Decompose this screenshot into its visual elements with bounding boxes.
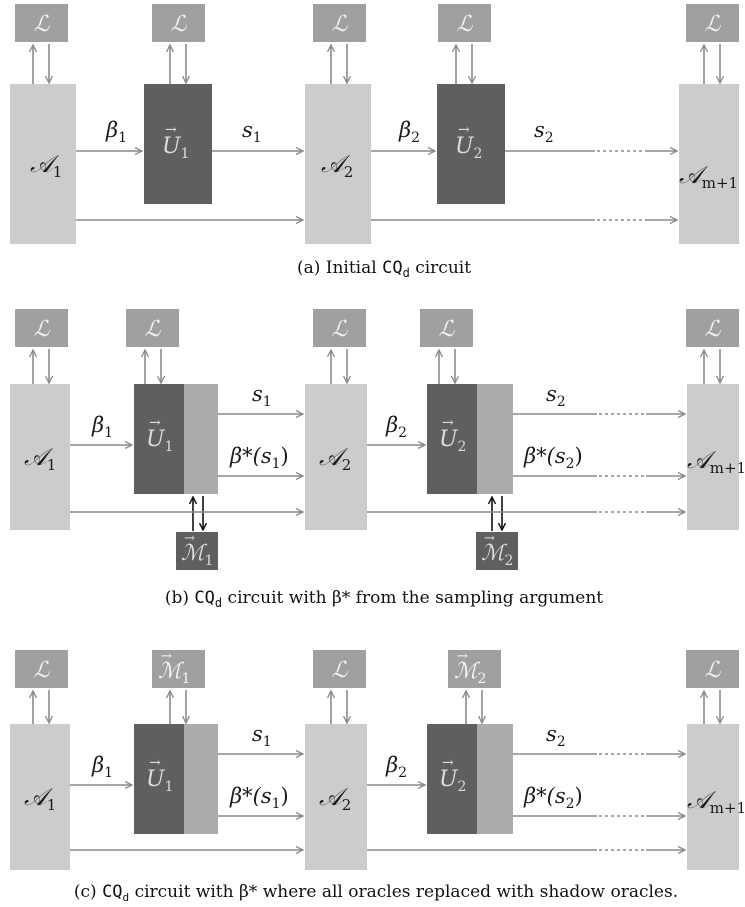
oracle-box-a1: ℒ bbox=[15, 4, 68, 42]
wire-label-beta2: β2 bbox=[385, 413, 407, 441]
wire-label-bstar-s1: β*(s1) bbox=[229, 444, 289, 472]
measurement-label: ℳ2 bbox=[481, 541, 513, 569]
adversary-label: 𝒜m+1 bbox=[679, 161, 738, 192]
unitary-label: U2 bbox=[439, 427, 466, 455]
adversary-box-c1: 𝒜1 bbox=[10, 724, 70, 870]
adversary-label: 𝒜m+1 bbox=[687, 786, 745, 817]
vector-arrow-glyph: → bbox=[161, 649, 172, 664]
unitary-box-a1: U1 → bbox=[144, 84, 212, 204]
oracle-label: ℒ bbox=[34, 658, 51, 683]
panel-a: ℒ ℒ ℒ ℒ ℒ bbox=[10, 4, 739, 280]
panel-b: ℒ ℒ ℒ ℒ ℒ bbox=[10, 309, 745, 610]
oracle-label: ℒ bbox=[705, 658, 722, 683]
adversary-box-c2: 𝒜2 bbox=[305, 724, 367, 870]
unitary-label: U1 bbox=[162, 134, 189, 162]
oracle-label: ℒ bbox=[457, 12, 474, 37]
adversary-box-b1: 𝒜1 bbox=[10, 384, 70, 530]
wire-label-s1: s1 bbox=[252, 722, 272, 750]
measurement-arrows-b bbox=[193, 496, 502, 531]
adversary-box-a3: 𝒜m+1 bbox=[679, 84, 739, 244]
oracle-box-a5: ℒ bbox=[686, 4, 739, 42]
oracle-label: ℒ bbox=[171, 12, 188, 37]
wire-label-bstar-s1: β*(s1) bbox=[229, 784, 289, 812]
wire-label-beta1: β1 bbox=[91, 753, 113, 781]
adversary-box-a2: 𝒜2 bbox=[305, 84, 371, 244]
oracle-box-b2: ℒ bbox=[126, 309, 179, 347]
oracle-box-b4: ℒ bbox=[420, 309, 473, 347]
wires-c bbox=[70, 754, 685, 850]
unitary-label: U2 bbox=[455, 134, 482, 162]
adversary-label: 𝒜2 bbox=[321, 150, 353, 181]
oracle-arrows-c bbox=[33, 690, 720, 724]
unitary-label: U1 bbox=[146, 427, 173, 455]
vector-arrow-glyph: → bbox=[442, 755, 454, 771]
oracle-box-c5: ℒ bbox=[686, 650, 739, 688]
vector-arrow-glyph: → bbox=[484, 531, 495, 546]
caption-b: (b) CQd circuit with β* from the samplin… bbox=[165, 588, 603, 610]
oracle-box-b1: ℒ bbox=[15, 309, 68, 347]
oracle-box-a3: ℒ bbox=[313, 4, 366, 42]
oracle-box-b5: ℒ bbox=[686, 309, 739, 347]
vector-arrow-glyph: → bbox=[458, 122, 470, 138]
adversary-box-b2: 𝒜2 bbox=[305, 384, 367, 530]
wire-label-s2: s2 bbox=[534, 118, 554, 146]
wires-b bbox=[70, 414, 685, 512]
unitary-box-b1: U1 → bbox=[134, 384, 218, 494]
oracle-box-c3: ℒ bbox=[313, 650, 366, 688]
vector-arrow-glyph: → bbox=[149, 415, 161, 431]
shadow-oracle-label: ℳ1 bbox=[158, 659, 190, 687]
wire-label-s1: s1 bbox=[252, 382, 272, 410]
oracle-box-a4: ℒ bbox=[438, 4, 491, 42]
oracle-box-a2: ℒ bbox=[152, 4, 205, 42]
oracle-label: ℒ bbox=[705, 12, 722, 37]
measurement-oracle-box-b2: ℳ2 → bbox=[476, 531, 518, 570]
vector-arrow-glyph: → bbox=[165, 122, 177, 138]
wire-label-beta1: β1 bbox=[91, 413, 113, 441]
oracle-label: ℒ bbox=[34, 317, 51, 342]
unitary-box-a2: U2 → bbox=[437, 84, 505, 204]
oracle-box-c1: ℒ bbox=[15, 650, 68, 688]
oracle-label: ℒ bbox=[439, 317, 456, 342]
caption-a: (a) Initial CQd circuit bbox=[297, 258, 471, 280]
wire-label-beta1: β1 bbox=[105, 118, 127, 146]
adversary-label: 𝒜m+1 bbox=[687, 446, 745, 477]
vector-arrow-glyph: → bbox=[457, 649, 468, 664]
adversary-box-a1: 𝒜1 bbox=[10, 84, 76, 244]
oracle-box-b3: ℒ bbox=[313, 309, 366, 347]
unitary-box-c1: U1 → bbox=[134, 724, 218, 834]
unitary-label: U1 bbox=[146, 767, 173, 795]
wire-label-beta2: β2 bbox=[385, 753, 407, 781]
oracle-label: ℒ bbox=[332, 658, 349, 683]
vector-arrow-glyph: → bbox=[149, 755, 161, 771]
panel-c: ℒ ℳ1 → ℒ ℳ2 → ℒ bbox=[10, 649, 745, 904]
measurement-label: ℳ1 bbox=[181, 541, 213, 569]
wire-label-s2: s2 bbox=[546, 722, 566, 750]
unitary-box-c2: U2 → bbox=[427, 724, 513, 834]
wire-label-bstar-s2: β*(s2) bbox=[523, 784, 583, 812]
oracle-arrows-a bbox=[33, 44, 720, 84]
wire-label-s1: s1 bbox=[242, 118, 262, 146]
unitary-label: U2 bbox=[439, 767, 466, 795]
unitary-box-b2: U2 → bbox=[427, 384, 513, 494]
oracle-label: ℒ bbox=[705, 317, 722, 342]
shadow-oracle-label: ℳ2 bbox=[454, 659, 486, 687]
wire-label-beta2: β2 bbox=[398, 118, 420, 146]
oracle-label: ℒ bbox=[332, 317, 349, 342]
oracle-label: ℒ bbox=[34, 12, 51, 37]
wire-label-bstar-s2: β*(s2) bbox=[523, 444, 583, 472]
measurement-oracle-box-b1: ℳ1 → bbox=[176, 531, 218, 570]
vector-arrow-glyph: → bbox=[442, 415, 454, 431]
oracle-label: ℒ bbox=[145, 317, 162, 342]
wire-label-s2: s2 bbox=[546, 382, 566, 410]
adversary-box-b3: 𝒜m+1 bbox=[687, 384, 745, 530]
wires-a bbox=[76, 151, 677, 220]
caption-c: (c) CQd circuit with β* where all oracle… bbox=[74, 882, 678, 904]
oracle-arrows-b bbox=[33, 349, 720, 384]
oracle-label: ℒ bbox=[332, 12, 349, 37]
adversary-box-c3: 𝒜m+1 bbox=[687, 724, 745, 870]
shadow-oracle-box-c4: ℳ2 → bbox=[448, 649, 501, 688]
vector-arrow-glyph: → bbox=[184, 531, 195, 546]
shadow-oracle-box-c2: ℳ1 → bbox=[152, 649, 205, 688]
